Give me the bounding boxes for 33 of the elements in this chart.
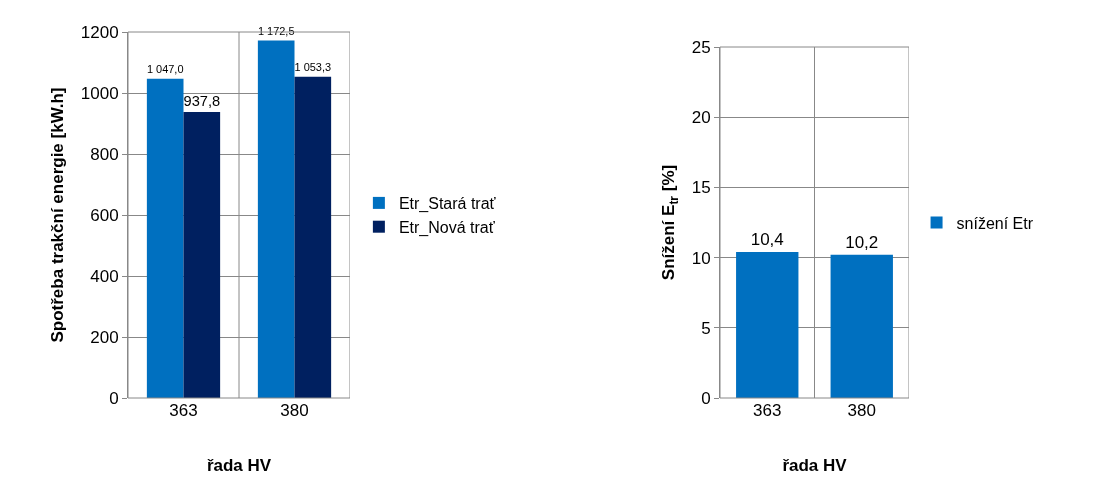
bar xyxy=(183,111,221,398)
x-axis-title: řada HV xyxy=(206,456,272,476)
x-tick-label: 380 xyxy=(847,401,876,420)
y-tick-label: 200 xyxy=(90,327,119,347)
bar xyxy=(257,40,295,398)
data-label: 937,8 xyxy=(183,92,221,109)
data-label: 10,4 xyxy=(750,229,784,249)
data-label: 1 053,3 xyxy=(294,61,332,74)
y-tick-label: 20 xyxy=(691,108,711,128)
y-tick-label: 1000 xyxy=(80,83,119,103)
y-tick-label: 5 xyxy=(701,318,711,338)
y-tick-label: 0 xyxy=(701,388,711,408)
x-tick-label: 380 xyxy=(280,401,309,420)
y-tick-label: 400 xyxy=(90,266,119,286)
data-label: 1 047,0 xyxy=(146,63,184,76)
x-axis-title: řada HV xyxy=(782,456,848,476)
bar xyxy=(294,76,332,398)
y-tick-label: 10 xyxy=(691,248,711,268)
y-tick-label: 25 xyxy=(691,37,711,57)
y-axis-title: Spotřeba trakční energie [kW.h] xyxy=(48,87,68,343)
y-tick-label: 600 xyxy=(90,205,119,225)
y-tick-label: 15 xyxy=(691,178,711,198)
legend-label: snížení Etr xyxy=(956,214,1034,232)
legend-label: Etr_Nová trať xyxy=(398,218,496,237)
y-tick-label: 0 xyxy=(109,388,119,408)
x-tick-label: 363 xyxy=(169,401,198,420)
data-label: 1 172,5 xyxy=(257,24,295,37)
y-tick-label: 800 xyxy=(90,144,119,164)
y-tick-label: 1200 xyxy=(80,22,119,42)
x-tick-label: 363 xyxy=(753,401,782,420)
legend-label: Etr_Stará trať xyxy=(398,195,497,214)
bar xyxy=(146,78,184,398)
data-label: 10,2 xyxy=(845,232,879,252)
